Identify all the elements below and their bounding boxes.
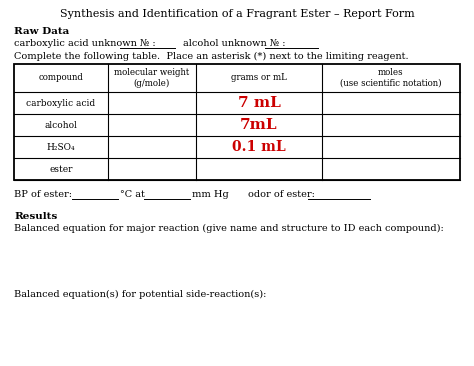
Text: carboxylic acid: carboxylic acid bbox=[27, 98, 96, 108]
Text: carboxylic acid unknown № :: carboxylic acid unknown № : bbox=[14, 39, 155, 48]
Text: Balanced equation(s) for potential side-reaction(s):: Balanced equation(s) for potential side-… bbox=[14, 290, 266, 299]
Text: Raw Data: Raw Data bbox=[14, 27, 69, 36]
Text: ester: ester bbox=[49, 164, 73, 173]
Text: Results: Results bbox=[14, 212, 57, 221]
Text: H₂SO₄: H₂SO₄ bbox=[46, 142, 75, 152]
Text: Complete the following table.  Place an asterisk (*) next to the limiting reagen: Complete the following table. Place an a… bbox=[14, 52, 409, 61]
Text: grams or mL: grams or mL bbox=[231, 74, 287, 82]
Text: molecular weight
(g/mole): molecular weight (g/mole) bbox=[114, 68, 190, 88]
Text: °C at: °C at bbox=[120, 190, 145, 199]
Text: alcohol: alcohol bbox=[45, 120, 77, 130]
Text: 0.1 mL: 0.1 mL bbox=[232, 140, 286, 154]
Text: mm Hg: mm Hg bbox=[192, 190, 229, 199]
Text: odor of ester:: odor of ester: bbox=[248, 190, 315, 199]
Bar bbox=[14, 64, 460, 180]
Text: Synthesis and Identification of a Fragrant Ester – Report Form: Synthesis and Identification of a Fragra… bbox=[60, 9, 414, 19]
Text: Balanced equation for major reaction (give name and structure to ID each compoun: Balanced equation for major reaction (gi… bbox=[14, 224, 444, 233]
Text: compound: compound bbox=[38, 74, 83, 82]
Text: BP of ester:: BP of ester: bbox=[14, 190, 72, 199]
Text: moles
(use scientific notation): moles (use scientific notation) bbox=[340, 68, 442, 88]
Text: alcohol unknown № :: alcohol unknown № : bbox=[183, 39, 285, 48]
Text: 7mL: 7mL bbox=[240, 118, 278, 132]
Text: 7 mL: 7 mL bbox=[237, 96, 281, 110]
